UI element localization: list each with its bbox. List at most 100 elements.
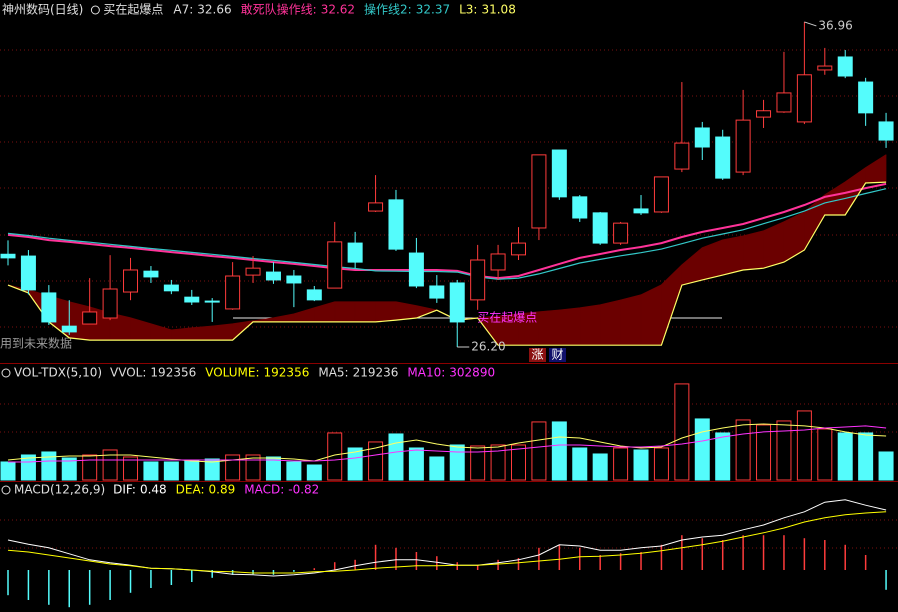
- candle-body: [776, 92, 792, 113]
- ma-line: [7, 423, 887, 463]
- header-text: VVOL:: [110, 366, 146, 380]
- header-text: 192356: [150, 366, 196, 380]
- warning-text: 用到未来数据: [0, 336, 72, 351]
- volume-bar: [123, 456, 139, 481]
- header-text: DEA:: [176, 483, 205, 497]
- header-text: L3:: [459, 3, 477, 17]
- volume-bar: [735, 419, 751, 481]
- candle-body: [163, 284, 179, 292]
- volume-bar: [368, 441, 384, 481]
- volume-bar: [184, 459, 200, 481]
- volume-bar: [327, 432, 343, 481]
- header-text: 32.37: [416, 3, 450, 17]
- volume-bar: [20, 454, 36, 481]
- badge: [549, 348, 566, 362]
- candle-body: [347, 242, 363, 263]
- header-text: 32.62: [321, 3, 355, 17]
- candle-body: [204, 300, 220, 303]
- volume-bar: [0, 461, 16, 481]
- volume-bar: [776, 420, 792, 481]
- indicator-line: [7, 182, 887, 280]
- volume-bar: [653, 447, 669, 481]
- candle-body: [0, 253, 16, 259]
- volume-bar: [102, 449, 118, 481]
- ma-line: [8, 425, 887, 463]
- volume-bar: [572, 447, 588, 481]
- band-area: [538, 309, 560, 346]
- candle-body: [531, 154, 547, 229]
- annotation-pointer: [804, 21, 817, 27]
- volume-bar: [796, 410, 812, 481]
- high-label: 36.96: [818, 18, 852, 32]
- volume-bar: [817, 428, 833, 481]
- candle-body: [245, 267, 261, 276]
- band-area: [742, 230, 764, 271]
- candle-body: [796, 74, 812, 123]
- volume-bar: [531, 421, 547, 481]
- band-area: [579, 304, 601, 346]
- candle-body: [449, 282, 465, 323]
- volume-bar: [286, 461, 302, 481]
- candle-body: [878, 121, 894, 141]
- volume-bar: [429, 456, 445, 481]
- header-text: 买在起爆点: [103, 3, 163, 17]
- indicator-line: [7, 188, 887, 280]
- candle-body: [592, 212, 608, 244]
- badge-text: 财: [551, 348, 563, 362]
- low-label: 26.20: [471, 340, 505, 354]
- candle-body: [756, 110, 772, 118]
- volume-bar: [511, 444, 526, 481]
- candle-body: [306, 289, 322, 301]
- candle-body: [511, 242, 526, 256]
- candle-body: [225, 275, 241, 310]
- header-text: 32.66: [197, 3, 231, 17]
- volume-bar: [41, 451, 57, 481]
- header-text: MACD:: [244, 483, 284, 497]
- band-area: [599, 299, 621, 346]
- candle-body: [715, 136, 731, 179]
- header-text: 31.08: [481, 3, 515, 17]
- macd-line: [7, 511, 887, 574]
- header-text: 操作线2:: [364, 2, 412, 17]
- indicator-line: [7, 181, 887, 346]
- header-text: VOLUME:: [205, 366, 259, 380]
- volume-bar: [347, 447, 363, 481]
- candle-body: [633, 208, 649, 214]
- volume-bar: [490, 444, 506, 481]
- candle-body: [470, 259, 486, 301]
- header-text: MA5:: [318, 366, 348, 380]
- volume-bar: [408, 447, 424, 481]
- volume-bar: [388, 433, 404, 481]
- header-text: MA10:: [407, 366, 445, 380]
- volume-bar: [878, 451, 894, 481]
- band-area: [375, 301, 397, 323]
- candle-body: [41, 292, 57, 323]
- candle-body: [184, 296, 200, 303]
- band-area: [559, 307, 581, 346]
- indicator-icon: [1, 485, 11, 495]
- candle-body: [368, 202, 384, 212]
- header-text: 302890: [449, 366, 495, 380]
- volume-bar: [633, 449, 649, 481]
- candle-body: [613, 222, 629, 244]
- band-area: [354, 301, 376, 323]
- candle-body: [286, 275, 302, 284]
- volume-bar: [551, 421, 567, 481]
- candle-body: [408, 252, 424, 287]
- candle-body: [143, 270, 159, 278]
- header-text: 192356: [264, 366, 310, 380]
- header-text: A7:: [173, 3, 193, 17]
- volume-bar: [715, 432, 731, 481]
- candle-body: [837, 56, 853, 77]
- volume-bar: [306, 464, 322, 481]
- header-text: 0.89: [209, 483, 236, 497]
- candle-body: [327, 241, 343, 289]
- badge: [529, 348, 546, 362]
- candle-body: [429, 285, 445, 299]
- volume-bar: [204, 458, 220, 481]
- volume-bar: [613, 447, 629, 481]
- candle-body: [694, 127, 710, 148]
- header-text: 219236: [353, 366, 399, 380]
